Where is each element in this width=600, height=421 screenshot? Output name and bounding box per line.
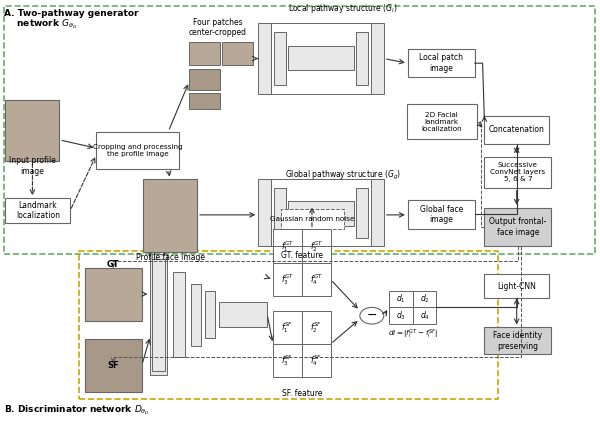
Bar: [97, 131, 179, 169]
Bar: [258, 23, 271, 94]
Bar: [152, 258, 166, 371]
Text: $f_3^{SF}$: $f_3^{SF}$: [281, 353, 293, 368]
Bar: [274, 188, 286, 238]
Bar: [484, 208, 551, 246]
Text: Light-CNN: Light-CNN: [497, 282, 536, 290]
Text: $di = |f_i^{GT} - f_i^{SF}|$: $di = |f_i^{GT} - f_i^{SF}|$: [388, 328, 437, 341]
Text: Profile face image: Profile face image: [136, 253, 205, 262]
Bar: [408, 49, 475, 77]
Bar: [189, 93, 220, 109]
Text: Local pathway structure ($G_l$): Local pathway structure ($G_l$): [288, 2, 398, 15]
Text: $f_4^{SF}$: $f_4^{SF}$: [310, 353, 322, 368]
Text: $f_2^{GT}$: $f_2^{GT}$: [310, 239, 323, 253]
Bar: [273, 263, 302, 296]
Bar: [273, 229, 302, 263]
Bar: [288, 45, 354, 70]
Bar: [189, 42, 220, 65]
Bar: [288, 201, 354, 226]
Bar: [389, 291, 413, 307]
Bar: [4, 6, 595, 254]
Bar: [191, 284, 200, 346]
Bar: [5, 198, 70, 223]
Text: Successive
ConvNet layers
5, 6 & 7: Successive ConvNet layers 5, 6 & 7: [490, 163, 545, 182]
Bar: [407, 104, 477, 139]
Bar: [356, 32, 368, 85]
Text: $d_3$: $d_3$: [395, 309, 406, 322]
Bar: [281, 209, 344, 229]
Text: network $G_{\theta_G}$: network $G_{\theta_G}$: [4, 18, 77, 31]
Bar: [484, 328, 551, 354]
Text: Global face
image: Global face image: [419, 205, 463, 224]
Text: Landmark
localization: Landmark localization: [16, 201, 60, 221]
Bar: [5, 100, 59, 161]
Bar: [274, 32, 286, 85]
Bar: [302, 344, 331, 377]
Bar: [79, 251, 497, 399]
Text: SF: SF: [107, 361, 119, 370]
Bar: [356, 188, 368, 238]
Bar: [413, 307, 436, 324]
Bar: [222, 42, 253, 65]
Bar: [389, 307, 413, 324]
Text: Four patches
center-cropped: Four patches center-cropped: [189, 18, 247, 37]
Bar: [258, 179, 271, 246]
Text: $f_1^{SF}$: $f_1^{SF}$: [281, 320, 293, 335]
Text: GT: GT: [107, 260, 119, 269]
Bar: [189, 69, 220, 90]
Bar: [371, 179, 384, 246]
Text: Gaussian random noise: Gaussian random noise: [270, 216, 354, 222]
Text: Global pathway structure ($G_g$): Global pathway structure ($G_g$): [285, 169, 401, 182]
Text: $d_4$: $d_4$: [419, 309, 430, 322]
Bar: [173, 272, 185, 357]
Text: Local patch
image: Local patch image: [419, 53, 463, 73]
Text: Concatenation: Concatenation: [489, 125, 545, 134]
Text: $f_1^{GT}$: $f_1^{GT}$: [281, 239, 294, 253]
Text: Face identity
preserving: Face identity preserving: [493, 331, 542, 351]
Bar: [273, 311, 302, 344]
Text: 2D Facial
landmark
localization: 2D Facial landmark localization: [422, 112, 462, 131]
Text: GT. feature: GT. feature: [281, 251, 323, 260]
Text: B. Discriminator network $D_{\theta_D}$: B. Discriminator network $D_{\theta_D}$: [4, 403, 149, 417]
Text: $d_1$: $d_1$: [396, 293, 406, 305]
Bar: [413, 291, 436, 307]
Bar: [85, 268, 142, 321]
Text: Input profile
image: Input profile image: [9, 157, 56, 176]
Bar: [484, 274, 549, 298]
Bar: [151, 254, 167, 375]
Text: A. Two-pathway generator: A. Two-pathway generator: [4, 8, 138, 18]
Bar: [302, 229, 331, 263]
Text: −: −: [367, 309, 377, 322]
Bar: [484, 157, 551, 188]
Text: SF. feature: SF. feature: [281, 389, 322, 398]
Text: Output frontal-
face image: Output frontal- face image: [489, 217, 547, 237]
Text: $f_3^{GT}$: $f_3^{GT}$: [281, 272, 294, 287]
Circle shape: [360, 307, 384, 324]
Bar: [85, 338, 142, 392]
Bar: [302, 263, 331, 296]
Text: $d_2$: $d_2$: [419, 293, 430, 305]
Bar: [371, 23, 384, 94]
Bar: [484, 116, 549, 144]
Bar: [273, 344, 302, 377]
Bar: [143, 179, 197, 252]
Bar: [302, 311, 331, 344]
Text: Cropping and processing
the profile image: Cropping and processing the profile imag…: [93, 144, 182, 157]
Text: $f_4^{GT}$: $f_4^{GT}$: [310, 272, 323, 287]
Bar: [408, 200, 475, 229]
Bar: [219, 301, 267, 327]
Bar: [205, 291, 215, 338]
Text: $f_2^{SF}$: $f_2^{SF}$: [310, 320, 322, 335]
